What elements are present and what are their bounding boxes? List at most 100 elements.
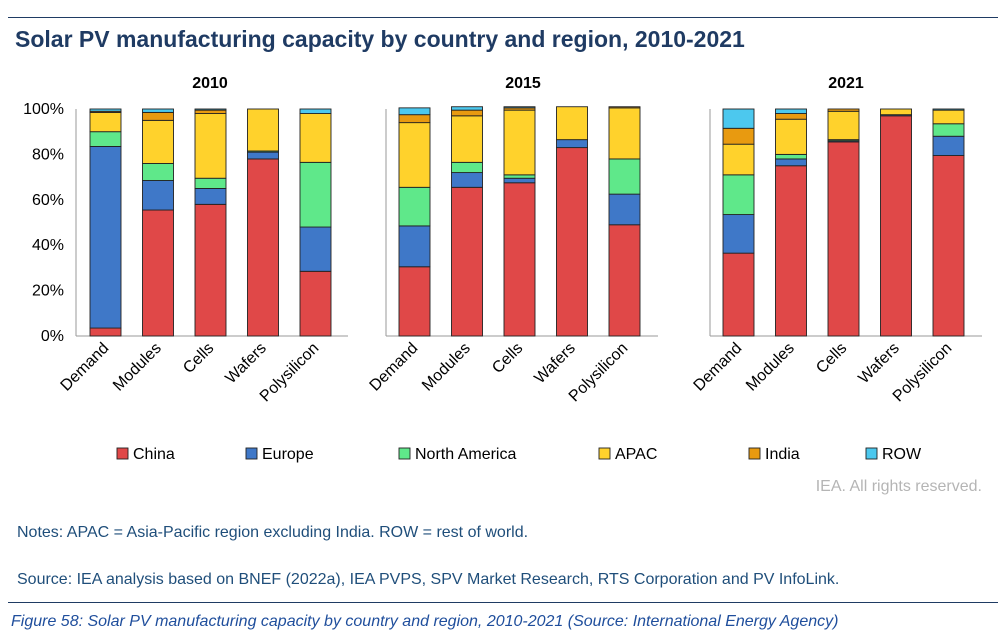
bar-segment-india <box>451 109 483 117</box>
bar-segment-china <box>608 224 641 337</box>
bar-segment-europe <box>451 172 483 188</box>
bar-segment-apac <box>932 109 965 125</box>
bar-segment-apac <box>194 113 227 179</box>
bar-segment-india <box>398 114 431 124</box>
bar-segment-india <box>608 106 641 109</box>
source-text: Source: IEA analysis based on BNEF (2022… <box>17 571 840 588</box>
bar-segment-china <box>89 327 122 337</box>
bar-segment-china <box>775 165 807 337</box>
bar-segment-india <box>142 111 174 121</box>
bar-segment-europe <box>722 214 755 254</box>
bar-segment-north-america <box>89 131 122 147</box>
bar-segment-europe <box>247 151 279 160</box>
legend-label: China <box>133 446 175 463</box>
bar-segment-europe <box>608 193 641 226</box>
bar-segment-china <box>247 158 279 337</box>
bar-segment-china <box>451 186 483 337</box>
bar-segment-north-america <box>194 177 227 189</box>
bar-segment-row <box>142 108 174 113</box>
rights-text: IEA. All rights reserved. <box>815 478 982 495</box>
legend-label: APAC <box>615 446 657 463</box>
bar-segment-row <box>194 108 227 111</box>
bar-segment-china <box>556 147 588 337</box>
bar-segment-apac <box>775 118 807 155</box>
category-label: Demand <box>691 340 746 395</box>
legend-swatch <box>245 447 258 460</box>
category-label: Wafers <box>222 340 269 387</box>
bar-segment-china <box>722 252 755 337</box>
bar-segment-india <box>827 108 860 112</box>
bar-segment-north-america <box>398 186 431 227</box>
category-label: Cells <box>180 340 217 377</box>
bar-segment-india <box>775 113 807 120</box>
category-label: Demand <box>58 340 113 395</box>
bar-segment-north-america <box>451 161 483 174</box>
bar-segment-china <box>932 155 965 337</box>
bar-segment-row <box>299 108 332 114</box>
category-label: Demand <box>367 340 422 395</box>
legend-label: Europe <box>262 446 314 463</box>
bar-segment-apac <box>880 108 912 116</box>
bar-segment-india <box>722 127 755 145</box>
legend-swatch <box>598 447 611 460</box>
bottom-rule <box>8 602 998 603</box>
bar-segment-china <box>142 209 174 337</box>
legend-label: India <box>765 446 800 463</box>
bar-segment-europe <box>89 146 122 329</box>
bar-segment-apac <box>89 111 122 133</box>
bar-segment-row <box>451 106 483 111</box>
bar-segment-row <box>89 108 122 112</box>
figure-caption: Figure 58: Solar PV manufacturing capaci… <box>11 613 839 630</box>
panel-title: 2021 <box>828 75 864 92</box>
bar-segment-north-america <box>932 123 965 137</box>
bar-segment-europe <box>775 158 807 167</box>
y-tick-label: 80% <box>32 146 64 163</box>
category-label: Wafers <box>531 340 578 387</box>
bar-segment-apac <box>608 107 641 160</box>
bar-segment-china <box>398 266 431 337</box>
bar-segment-row <box>775 108 807 114</box>
legend-swatch <box>865 447 878 460</box>
y-tick-label: 0% <box>41 328 64 345</box>
y-tick-label: 20% <box>32 283 64 300</box>
notes-text: Notes: APAC = Asia-Pacific region exclud… <box>17 524 529 541</box>
category-label: Cells <box>489 340 526 377</box>
bar-segment-apac <box>722 143 755 176</box>
bar-segment-apac <box>451 115 483 163</box>
bar-segment-row <box>722 108 755 129</box>
legend-swatch <box>748 447 761 460</box>
category-label: Modules <box>743 340 798 395</box>
legend-label: North America <box>415 446 516 463</box>
bar-segment-india <box>194 109 227 114</box>
bar-segment-china <box>299 270 332 337</box>
category-label: Modules <box>110 340 165 395</box>
bar-segment-europe <box>194 187 227 205</box>
bar-segment-europe <box>299 226 332 272</box>
bar-segment-north-america <box>722 174 755 216</box>
bar-segment-north-america <box>142 163 174 181</box>
bar-segment-apac <box>398 122 431 188</box>
panel-title: 2015 <box>505 75 541 92</box>
bar-segment-apac <box>299 113 332 163</box>
bar-segment-apac <box>247 108 279 152</box>
legend-swatch <box>398 447 411 460</box>
bar-segment-north-america <box>503 174 536 179</box>
legend-label: ROW <box>882 446 922 463</box>
bar-segment-europe <box>556 139 588 149</box>
chart-title: Solar PV manufacturing capacity by count… <box>15 26 745 52</box>
bar-segment-row <box>932 108 965 111</box>
bar-segment-apac <box>142 119 174 164</box>
bar-segment-apac <box>827 110 860 141</box>
bar-segment-row <box>503 106 536 109</box>
bar-segment-china <box>827 141 860 337</box>
category-label: Modules <box>419 340 474 395</box>
y-tick-label: 60% <box>32 192 64 209</box>
panel-title: 2010 <box>192 75 228 92</box>
bar-segment-row <box>398 107 431 116</box>
bar-segment-apac <box>503 109 536 176</box>
bar-segment-apac <box>556 106 588 141</box>
y-tick-label: 40% <box>32 237 64 254</box>
bar-segment-europe <box>142 180 174 211</box>
bar-segment-europe <box>398 225 431 268</box>
